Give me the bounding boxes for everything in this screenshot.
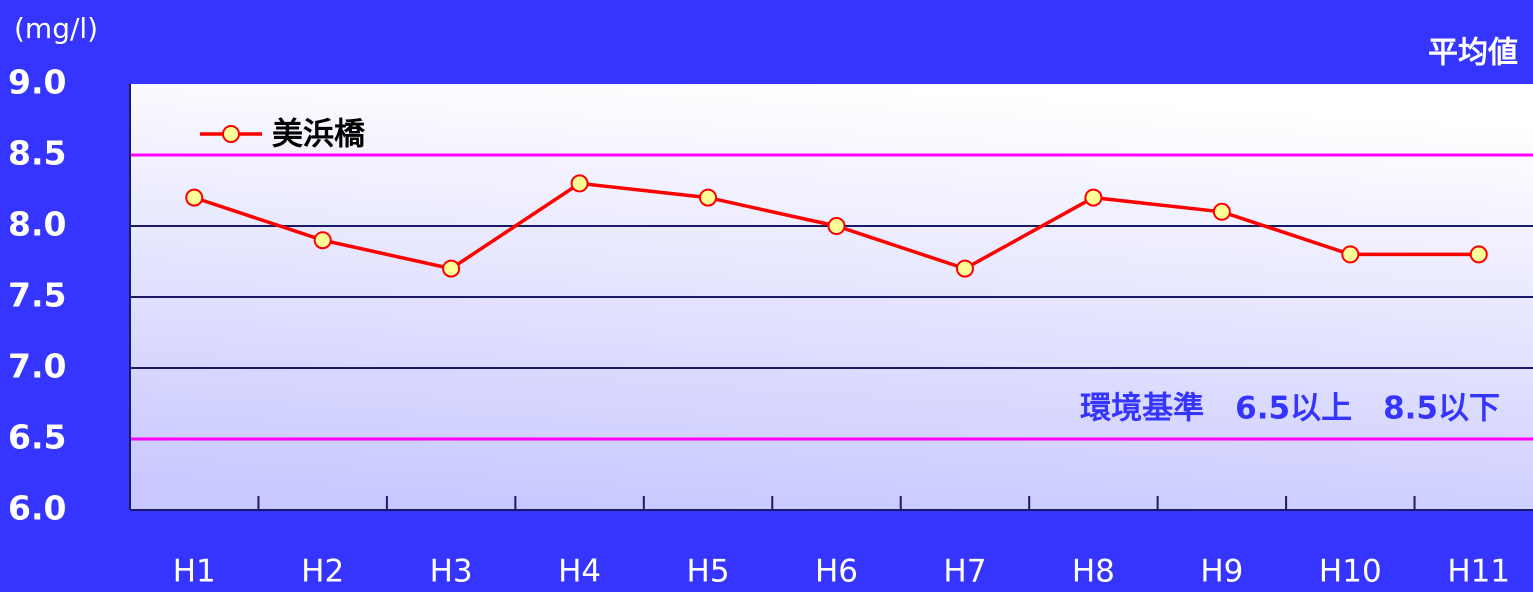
x-tick-label: H2 xyxy=(301,554,344,590)
y-tick-label: 7.5 xyxy=(8,276,66,315)
data-point xyxy=(1341,245,1360,264)
y-tick-label: 6.5 xyxy=(8,418,66,457)
legend-label: 美浜橋 xyxy=(272,117,366,153)
data-point xyxy=(955,259,974,278)
y-tick-label: 8.0 xyxy=(8,205,66,244)
data-point xyxy=(699,188,718,207)
legend-marker xyxy=(222,125,240,143)
y-tick-label: 9.0 xyxy=(8,63,66,102)
data-point xyxy=(827,217,846,235)
x-tick-label: H8 xyxy=(1072,554,1115,590)
x-tick-label: H4 xyxy=(558,554,601,590)
data-point xyxy=(570,174,589,193)
y-tick-label: 7.0 xyxy=(8,347,66,386)
unit-label: (mg/l) xyxy=(14,12,98,45)
x-tick-label: H7 xyxy=(943,554,986,590)
data-point xyxy=(1212,202,1231,221)
data-point xyxy=(1084,188,1103,207)
data-point xyxy=(185,188,204,207)
annotation: 環境基準 6.5以上 8.5以下 xyxy=(1080,391,1500,427)
x-tick-label: H6 xyxy=(815,554,858,590)
chart-title: 平均値 xyxy=(1428,36,1518,71)
x-tick-label: H5 xyxy=(687,554,730,590)
y-tick-label: 8.5 xyxy=(8,134,66,173)
x-tick-label: H3 xyxy=(430,554,473,590)
data-point xyxy=(442,259,461,278)
y-tick-label: 6.0 xyxy=(8,489,66,528)
data-point xyxy=(1469,245,1488,264)
x-tick-label: H1 xyxy=(173,554,216,590)
x-tick-label: H11 xyxy=(1447,554,1510,590)
x-tick-label: H9 xyxy=(1200,554,1243,590)
x-tick-label: H10 xyxy=(1319,554,1382,590)
left-shade xyxy=(0,0,130,592)
data-point xyxy=(313,231,332,250)
